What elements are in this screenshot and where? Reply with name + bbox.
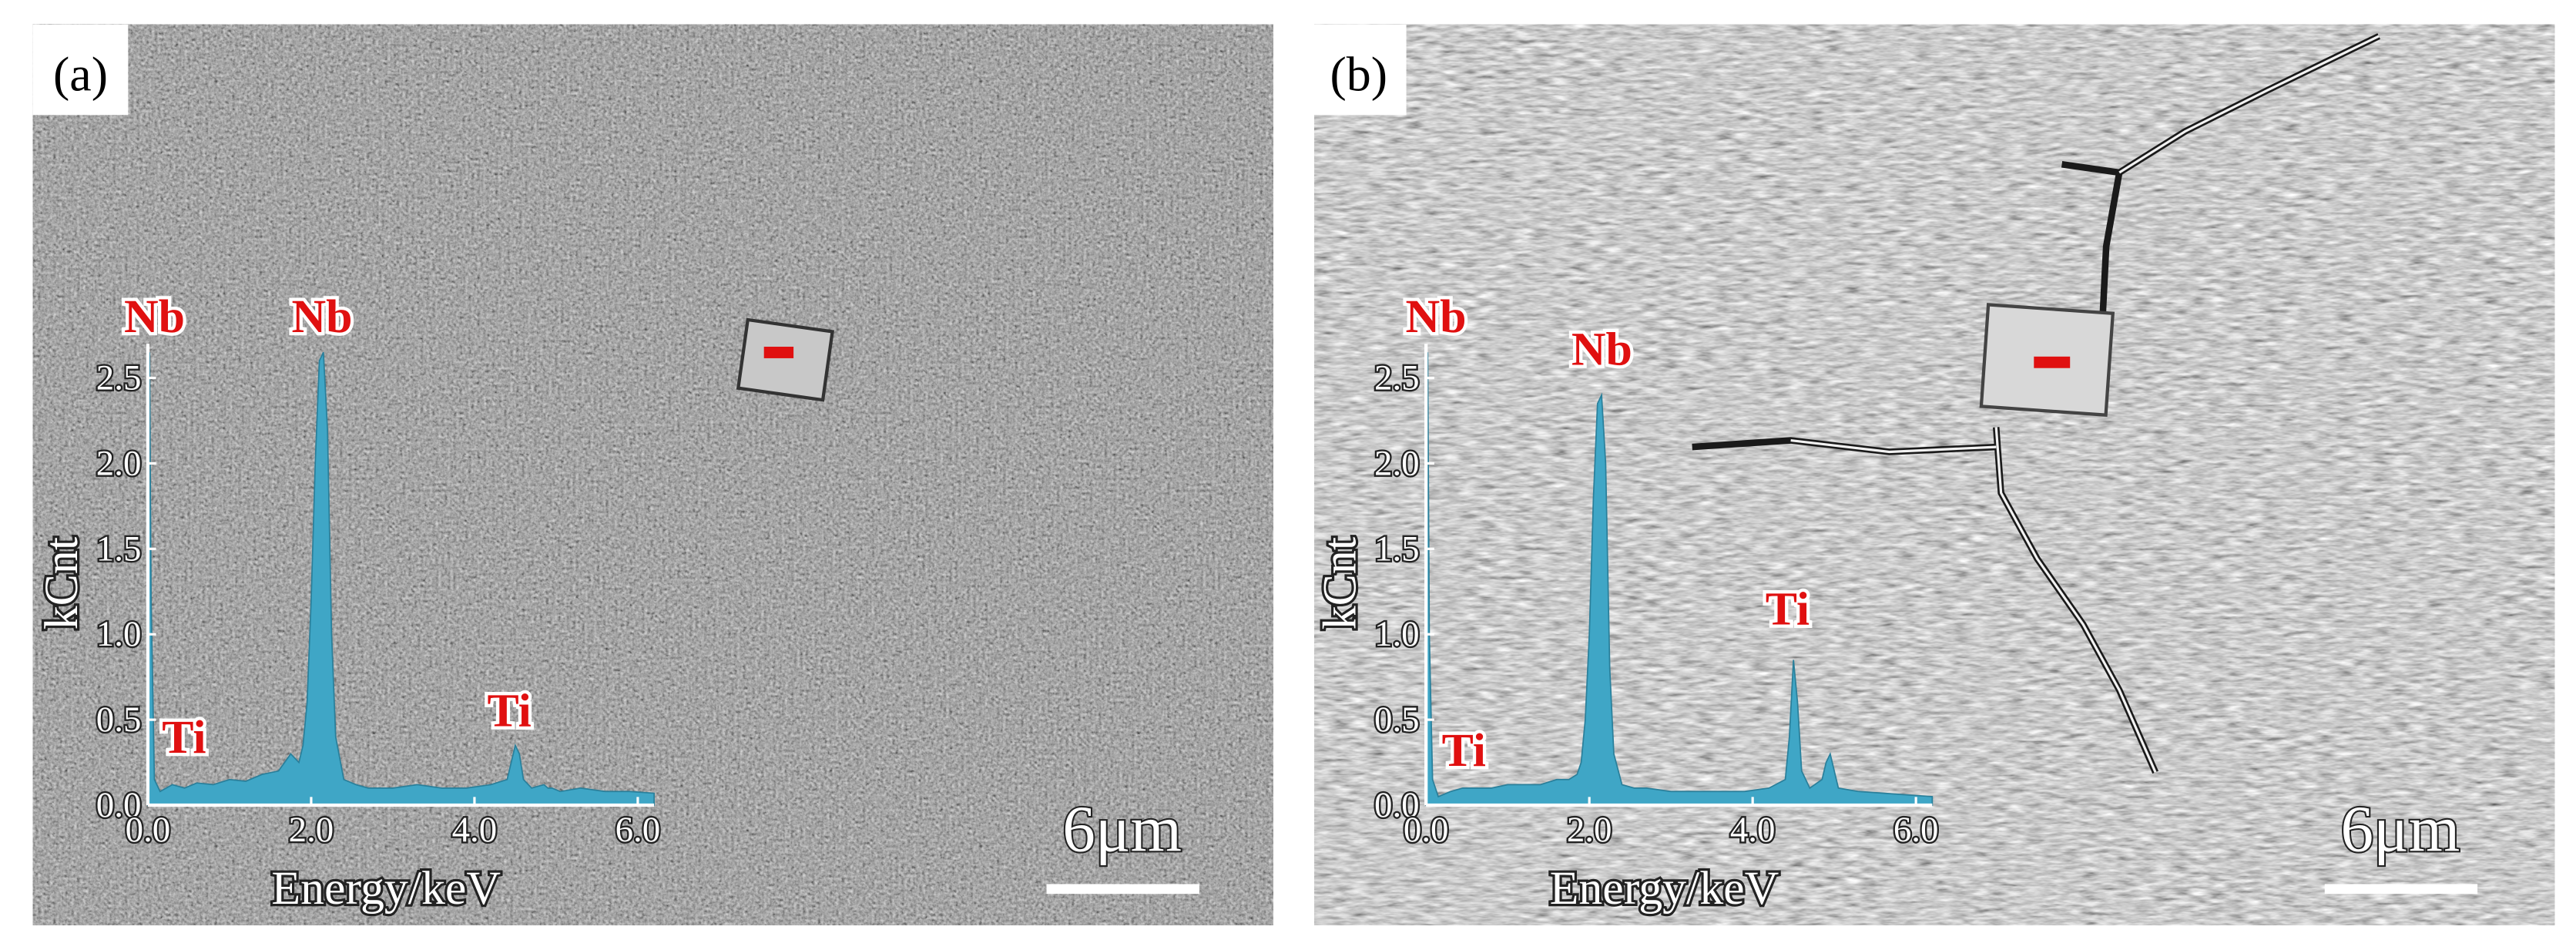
- panel-label: (a): [53, 46, 108, 101]
- spectrum-area: [147, 351, 655, 806]
- x-tick-label: 6.0: [1893, 810, 1939, 850]
- crack-highlight: [1790, 35, 2380, 774]
- y-tick-label: 1.0: [1374, 614, 1420, 654]
- panel-label-box: [32, 24, 129, 116]
- spectrum-area: [1425, 352, 1934, 806]
- scale-bar-label: 6μm: [1062, 794, 1182, 866]
- peak-label: Ti: [487, 685, 531, 737]
- sem-texture-b: [1314, 24, 2555, 925]
- x-tick-label: 0.0: [126, 810, 171, 850]
- figure-content: 0.0 0.5 1.0 1.5 2.0 2.5 0.0 2.0 4.0 6.0 Energy/keV…: [32, 24, 2555, 925]
- spot-marker: [763, 346, 794, 358]
- peak-label: Nb: [291, 290, 352, 343]
- y-axis-label: kCnt: [1313, 537, 1366, 629]
- y-axis-label: kCnt: [35, 537, 88, 629]
- x-tick-label: 0.0: [1404, 810, 1449, 850]
- scale-bar: [1046, 884, 1199, 895]
- y-tick-label: 0.0: [1374, 785, 1420, 825]
- particle: [736, 317, 834, 402]
- scale-bar-label: 6μm: [2341, 794, 2460, 866]
- panel-label-box: [1310, 24, 1407, 116]
- spot-marker: [2034, 356, 2071, 368]
- y-tick-label: 0.5: [1374, 700, 1420, 740]
- y-tick-label: 1.5: [96, 529, 142, 569]
- x-tick-label: 6.0: [615, 810, 661, 850]
- peak-label: Ti: [162, 711, 206, 764]
- peak-label: Nb: [1571, 323, 1632, 375]
- x-axis-label: Energy/keV: [1550, 862, 1779, 915]
- y-tick-label: 2.5: [96, 358, 142, 398]
- y-tick-label: 2.0: [96, 443, 142, 483]
- x-tick-label: 2.0: [1567, 810, 1612, 850]
- peak-label: Ti: [1442, 724, 1486, 777]
- x-tick-label: 4.0: [452, 810, 498, 850]
- y-tick-label: 2.5: [1374, 358, 1420, 398]
- x-tick-label: 4.0: [1730, 810, 1776, 850]
- y-tick-label: 2.0: [1374, 443, 1420, 483]
- scale-bar: [2324, 884, 2478, 895]
- x-axis-label: Energy/keV: [271, 862, 501, 915]
- y-tick-label: 1.0: [96, 614, 142, 654]
- peak-label: Ti: [1766, 582, 1810, 635]
- x-tick-label: 2.0: [289, 810, 334, 850]
- peak-label: Nb: [124, 290, 185, 343]
- y-tick-label: 1.5: [1374, 529, 1420, 569]
- peak-label: Nb: [1405, 290, 1466, 343]
- panel-label: (b): [1330, 46, 1387, 101]
- y-tick-label: 0.0: [96, 785, 142, 825]
- y-tick-label: 0.5: [96, 700, 142, 740]
- sem-texture-a: [32, 24, 1273, 925]
